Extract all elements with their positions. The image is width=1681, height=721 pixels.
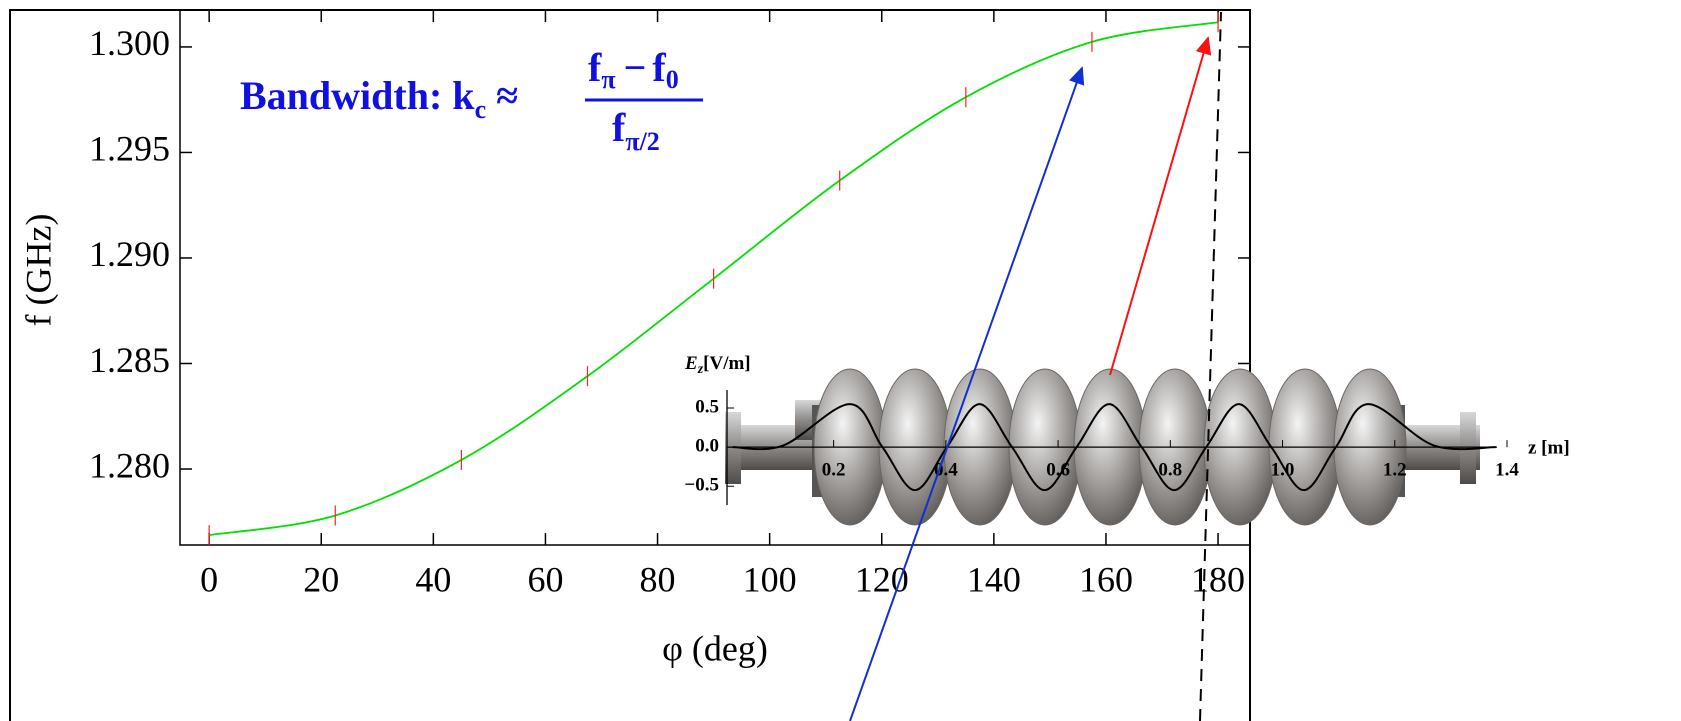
x-tick-label: 0.8: [1158, 459, 1182, 480]
x-tick-label: 0: [200, 559, 218, 599]
x-tick-label: 140: [967, 559, 1021, 599]
arrow: [1109, 36, 1212, 376]
annotation-text: Bandwidth: k: [240, 73, 475, 118]
main-plot: 0 20 40 60 80 100 120 140 160 1801.2801.2851.2901…: [18, 10, 1250, 668]
y-tick-label: 1.290: [89, 234, 170, 274]
x-tick-label: 40: [415, 559, 451, 599]
pi-mode-line: [1199, 11, 1222, 721]
plot-frame: [179, 9, 1251, 546]
annotation-denominator: fπ/2: [612, 105, 660, 156]
x-tick-label: 20: [303, 559, 339, 599]
x-tick-label: 1.4: [1495, 459, 1519, 480]
x-tick-label: 100: [743, 559, 797, 599]
x-tick-label: 0.6: [1046, 459, 1070, 480]
inset-plot: −0.50.00.50.2 0.4 0.6 0.8 1.0 1.2 1.4Ez[V/m]z …: [684, 353, 1570, 505]
y-tick-label: 1.300: [89, 23, 170, 63]
annotation-text: f: [612, 105, 626, 150]
y-tick-label: 1.280: [89, 445, 170, 485]
x-axis-label: z [m]: [1528, 437, 1570, 458]
x-tick-label: 60: [527, 559, 563, 599]
arrow: [849, 66, 1085, 721]
y-tick-label: 0.5: [695, 396, 719, 417]
y-axis-label-sub: z: [697, 362, 704, 377]
annotation-text: f: [652, 45, 666, 90]
x-tick-label: 1.2: [1383, 459, 1407, 480]
annotation-sub: c: [475, 95, 487, 124]
annotation-numerator: fπ − f0: [588, 45, 679, 94]
annotation-sub: 0: [666, 65, 679, 94]
annotation-approx: ≈: [496, 73, 518, 118]
annotation-sub: π/2: [625, 127, 659, 156]
x-tick-label: 80: [640, 559, 676, 599]
y-tick-label: 0.0: [695, 435, 719, 456]
y-axis-label: f (GHz): [18, 214, 58, 327]
y-tick-label: 1.295: [89, 129, 170, 169]
y-tick-label: −0.5: [684, 475, 719, 496]
x-tick-label: 0.2: [822, 459, 846, 480]
x-tick-label: 180: [1191, 559, 1245, 599]
x-axis-label: φ (deg): [662, 628, 768, 668]
annotation: Bandwidth: kc ≈: [240, 73, 518, 124]
y-axis-label-text: E: [684, 353, 698, 374]
annotation-text: −: [624, 45, 647, 90]
x-tick-label: 160: [1079, 559, 1133, 599]
annotation-sub: π: [601, 65, 615, 94]
series-line: [732, 403, 1496, 492]
y-tick-label: 1.285: [89, 340, 170, 380]
y-axis-label: Ez[V/m]: [684, 353, 751, 377]
y-axis-label-unit: [V/m]: [703, 353, 750, 374]
annotation-text: f: [588, 45, 602, 90]
